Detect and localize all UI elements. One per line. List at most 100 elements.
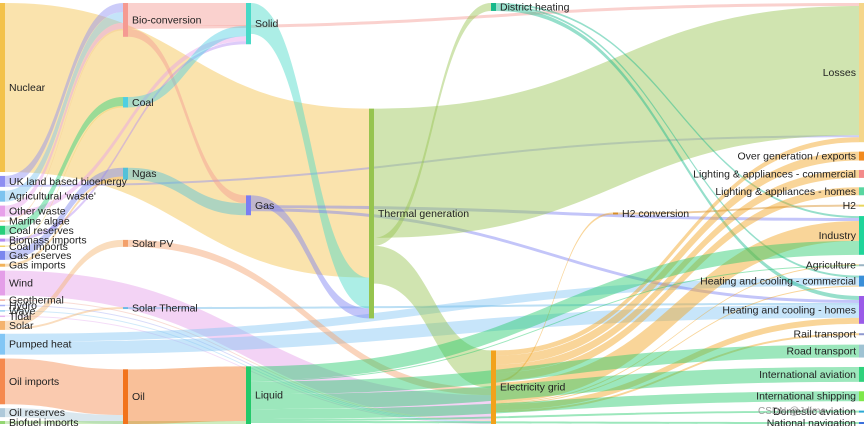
link-district_heating-to-industry: [496, 3, 859, 219]
node-solid: [246, 3, 251, 45]
node-label-liquid: Liquid: [255, 390, 283, 402]
node-agri_waste: [0, 190, 5, 202]
link-electricity_grid-to-lighting_comm: [496, 169, 859, 373]
node-label-rail: Rail transport: [794, 329, 857, 341]
link-electricity_grid-to-agriculture: [496, 264, 859, 404]
node-coal_reserves: [0, 225, 5, 235]
link-solar_pv-to-electricity_grid: [128, 239, 491, 396]
link-district_heating-to-heat_comm: [496, 4, 859, 278]
node-other_waste: [0, 205, 5, 217]
node-biofuel_imports: [0, 421, 5, 424]
link-liquid-to-intl_shipping: [251, 391, 859, 420]
link-gas-to-heat_homes: [251, 208, 859, 303]
node-district_heating: [491, 3, 496, 11]
node-label-gas: Gas: [255, 200, 274, 212]
node-marine_algae: [0, 220, 5, 222]
label-layer: Nuclear UK land based bioenergy Agricultur…: [9, 1, 857, 426]
node-h2_conversion: [613, 212, 618, 215]
node-oil_reserves: [0, 408, 5, 418]
link-other_waste-to-bio_conversion: [5, 22, 123, 212]
link-ngas-to-gas: [128, 167, 246, 216]
link-electricity_grid-to-h2_conversion: [496, 212, 613, 383]
node-label-gas_imports: Gas imports: [9, 260, 66, 272]
node-oil_imports: [0, 358, 5, 405]
node-geothermal: [0, 299, 5, 301]
node-label-lighting_comm: Lighting & appliances - commercial: [693, 168, 856, 180]
node-heat_homes: [859, 295, 864, 324]
node-label-industry: Industry: [819, 230, 857, 242]
link-uk_bio-to-losses: [5, 135, 859, 187]
node-label-bio_conversion: Bio-conversion: [132, 14, 202, 26]
node-thermal_gen: [369, 108, 374, 319]
link-gas-to-industry: [251, 205, 859, 222]
node-label-district_heating: District heating: [500, 1, 570, 13]
node-gas_imports: [0, 263, 5, 267]
node-label-intl_aviation: International aviation: [759, 369, 856, 381]
node-label-agriculture: Agriculture: [806, 260, 856, 272]
node-label-coal: Coal: [132, 97, 154, 109]
node-road: [859, 344, 864, 358]
link-electricity_grid-to-heat_comm: [496, 285, 859, 405]
link-geothermal-to-electricity_grid: [5, 299, 491, 422]
node-label-intl_shipping: International shipping: [756, 391, 856, 403]
node-gas: [246, 195, 251, 216]
node-intl_shipping: [859, 391, 864, 402]
link-liquid-to-agriculture: [251, 265, 859, 382]
node-losses: [859, 3, 864, 143]
node-label-tidal: Tidal: [9, 311, 31, 323]
link-gas_imports-to-ngas: [5, 176, 123, 267]
node-liquid: [246, 366, 251, 424]
node-label-marine_algae: Marine algae: [9, 216, 70, 228]
link-bio_conversion-to-losses: [128, 3, 859, 29]
node-label-oil_reserves: Oil reserves: [9, 407, 65, 419]
link-thermal_gen-to-district_heating: [374, 3, 491, 246]
link-coal_imports-to-coal: [5, 105, 123, 248]
link-electricity_grid-to-lighting_homes: [496, 187, 859, 381]
node-label-solar: Solar: [9, 320, 34, 332]
link-electricity_grid-to-losses: [496, 137, 859, 356]
node-label-solid: Solid: [255, 18, 279, 30]
node-label-biofuel_imports: Biofuel imports: [9, 417, 78, 426]
link-thermal_gen-to-electricity_grid: [374, 245, 491, 389]
node-label-heat_comm: Heating and cooling - commercial: [700, 276, 856, 288]
node-label-nuclear: Nuclear: [9, 82, 46, 94]
link-solar-to-solar_thermal: [5, 307, 123, 330]
node-label-wind: Wind: [9, 278, 33, 290]
node-label-ngas: Ngas: [132, 168, 157, 180]
node-label-solar_pv: Solar PV: [132, 238, 173, 250]
link-h2_conversion-to-h2: [618, 204, 859, 215]
link-oil_imports-to-oil: [5, 358, 123, 416]
node-label-oil: Oil: [132, 391, 145, 403]
node-rail: [859, 333, 864, 336]
link-agri_waste-to-bio_conversion: [5, 11, 123, 202]
node-bio_conversion: [123, 3, 128, 37]
node-uk_bio: [0, 175, 5, 187]
node-label-biomass_imports: Biomass imports: [9, 235, 87, 247]
node-ngas: [123, 167, 128, 180]
link-liquid-to-national_navigation: [251, 421, 859, 424]
link-coal-to-solid: [128, 25, 246, 108]
node-label-thermal_gen: Thermal generation: [378, 208, 469, 220]
link-hydro-to-electricity_grid: [5, 304, 491, 423]
link-gas_reserves-to-ngas: [5, 167, 123, 260]
node-solar: [0, 320, 5, 330]
node-agriculture: [859, 264, 864, 267]
node-coal_imports: [0, 245, 5, 248]
node-label-h2: H2: [843, 200, 857, 212]
node-hydro: [0, 304, 5, 307]
node-label-wave: Wave: [9, 305, 36, 317]
link-bio_conversion-to-solid: [128, 3, 246, 26]
node-over_gen: [859, 151, 864, 161]
watermark-text: CSDN @Jdime: [758, 406, 826, 417]
node-label-uk_bio: UK land based bioenergy: [9, 176, 128, 188]
node-label-lighting_homes: Lighting & appliances - homes: [715, 186, 856, 198]
node-heat_comm: [859, 275, 864, 287]
link-nuclear-to-thermal_gen: [5, 3, 369, 278]
link-liquid-to-road: [251, 344, 859, 395]
link-electricity_grid-to-heat_homes: [496, 317, 859, 411]
link-oil-to-liquid: [128, 366, 246, 424]
node-label-h2_conversion: H2 conversion: [622, 208, 689, 220]
node-label-losses: Losses: [823, 67, 856, 79]
node-solar_thermal: [123, 307, 128, 310]
